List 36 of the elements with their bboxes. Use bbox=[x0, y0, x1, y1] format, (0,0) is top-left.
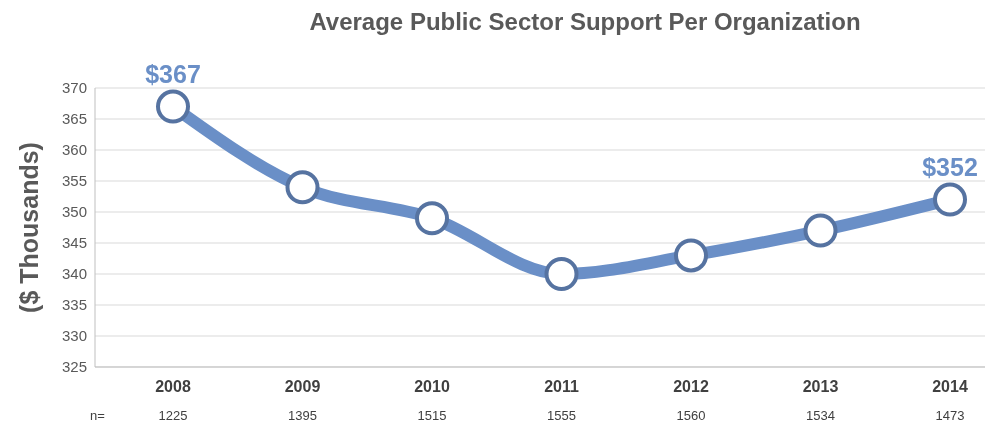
text: 1534 bbox=[806, 408, 835, 423]
y-tick-label: 325 bbox=[61, 358, 87, 376]
point bbox=[156, 89, 190, 124]
point bbox=[415, 201, 449, 236]
text: 1555 bbox=[547, 408, 576, 423]
x-tick-label: 2012 bbox=[673, 378, 709, 395]
x-tick-label: 2013 bbox=[802, 378, 839, 395]
point bbox=[933, 182, 967, 217]
point bbox=[803, 213, 838, 248]
x-tick-label: 2008 bbox=[155, 378, 191, 395]
text: 1515 bbox=[417, 408, 447, 423]
y-tick-label: 350 bbox=[61, 203, 87, 221]
text: n= bbox=[90, 408, 105, 423]
y-tick-label: 370 bbox=[61, 79, 87, 97]
y-tick-label: 330 bbox=[61, 327, 87, 345]
x-tick-label: 2009 bbox=[284, 378, 321, 395]
y-tick-label: 335 bbox=[61, 296, 87, 314]
y-axis-title: ($ Thousands) bbox=[15, 142, 43, 313]
y-tick-label: 360 bbox=[61, 141, 87, 159]
y-tick-label: 355 bbox=[61, 172, 87, 190]
text: 1395 bbox=[288, 408, 317, 423]
y-tick-label: 365 bbox=[61, 110, 87, 128]
y-tick-label: 340 bbox=[61, 265, 87, 283]
x-tick-label: 2011 bbox=[544, 378, 579, 395]
x-tick-label: 2010 bbox=[414, 378, 450, 395]
point bbox=[544, 257, 579, 291]
text: 1225 bbox=[158, 408, 188, 423]
point bbox=[674, 238, 708, 273]
text: 1560 bbox=[676, 408, 706, 423]
point bbox=[285, 170, 320, 205]
chart-title: Average Public Sector Support Per Organization bbox=[309, 8, 861, 35]
data-label: $367 bbox=[145, 59, 201, 88]
data-label: $352 bbox=[922, 152, 978, 181]
text: 1473 bbox=[935, 408, 965, 423]
x-tick-label: 2014 bbox=[932, 378, 968, 395]
y-tick-label: 345 bbox=[61, 234, 87, 252]
